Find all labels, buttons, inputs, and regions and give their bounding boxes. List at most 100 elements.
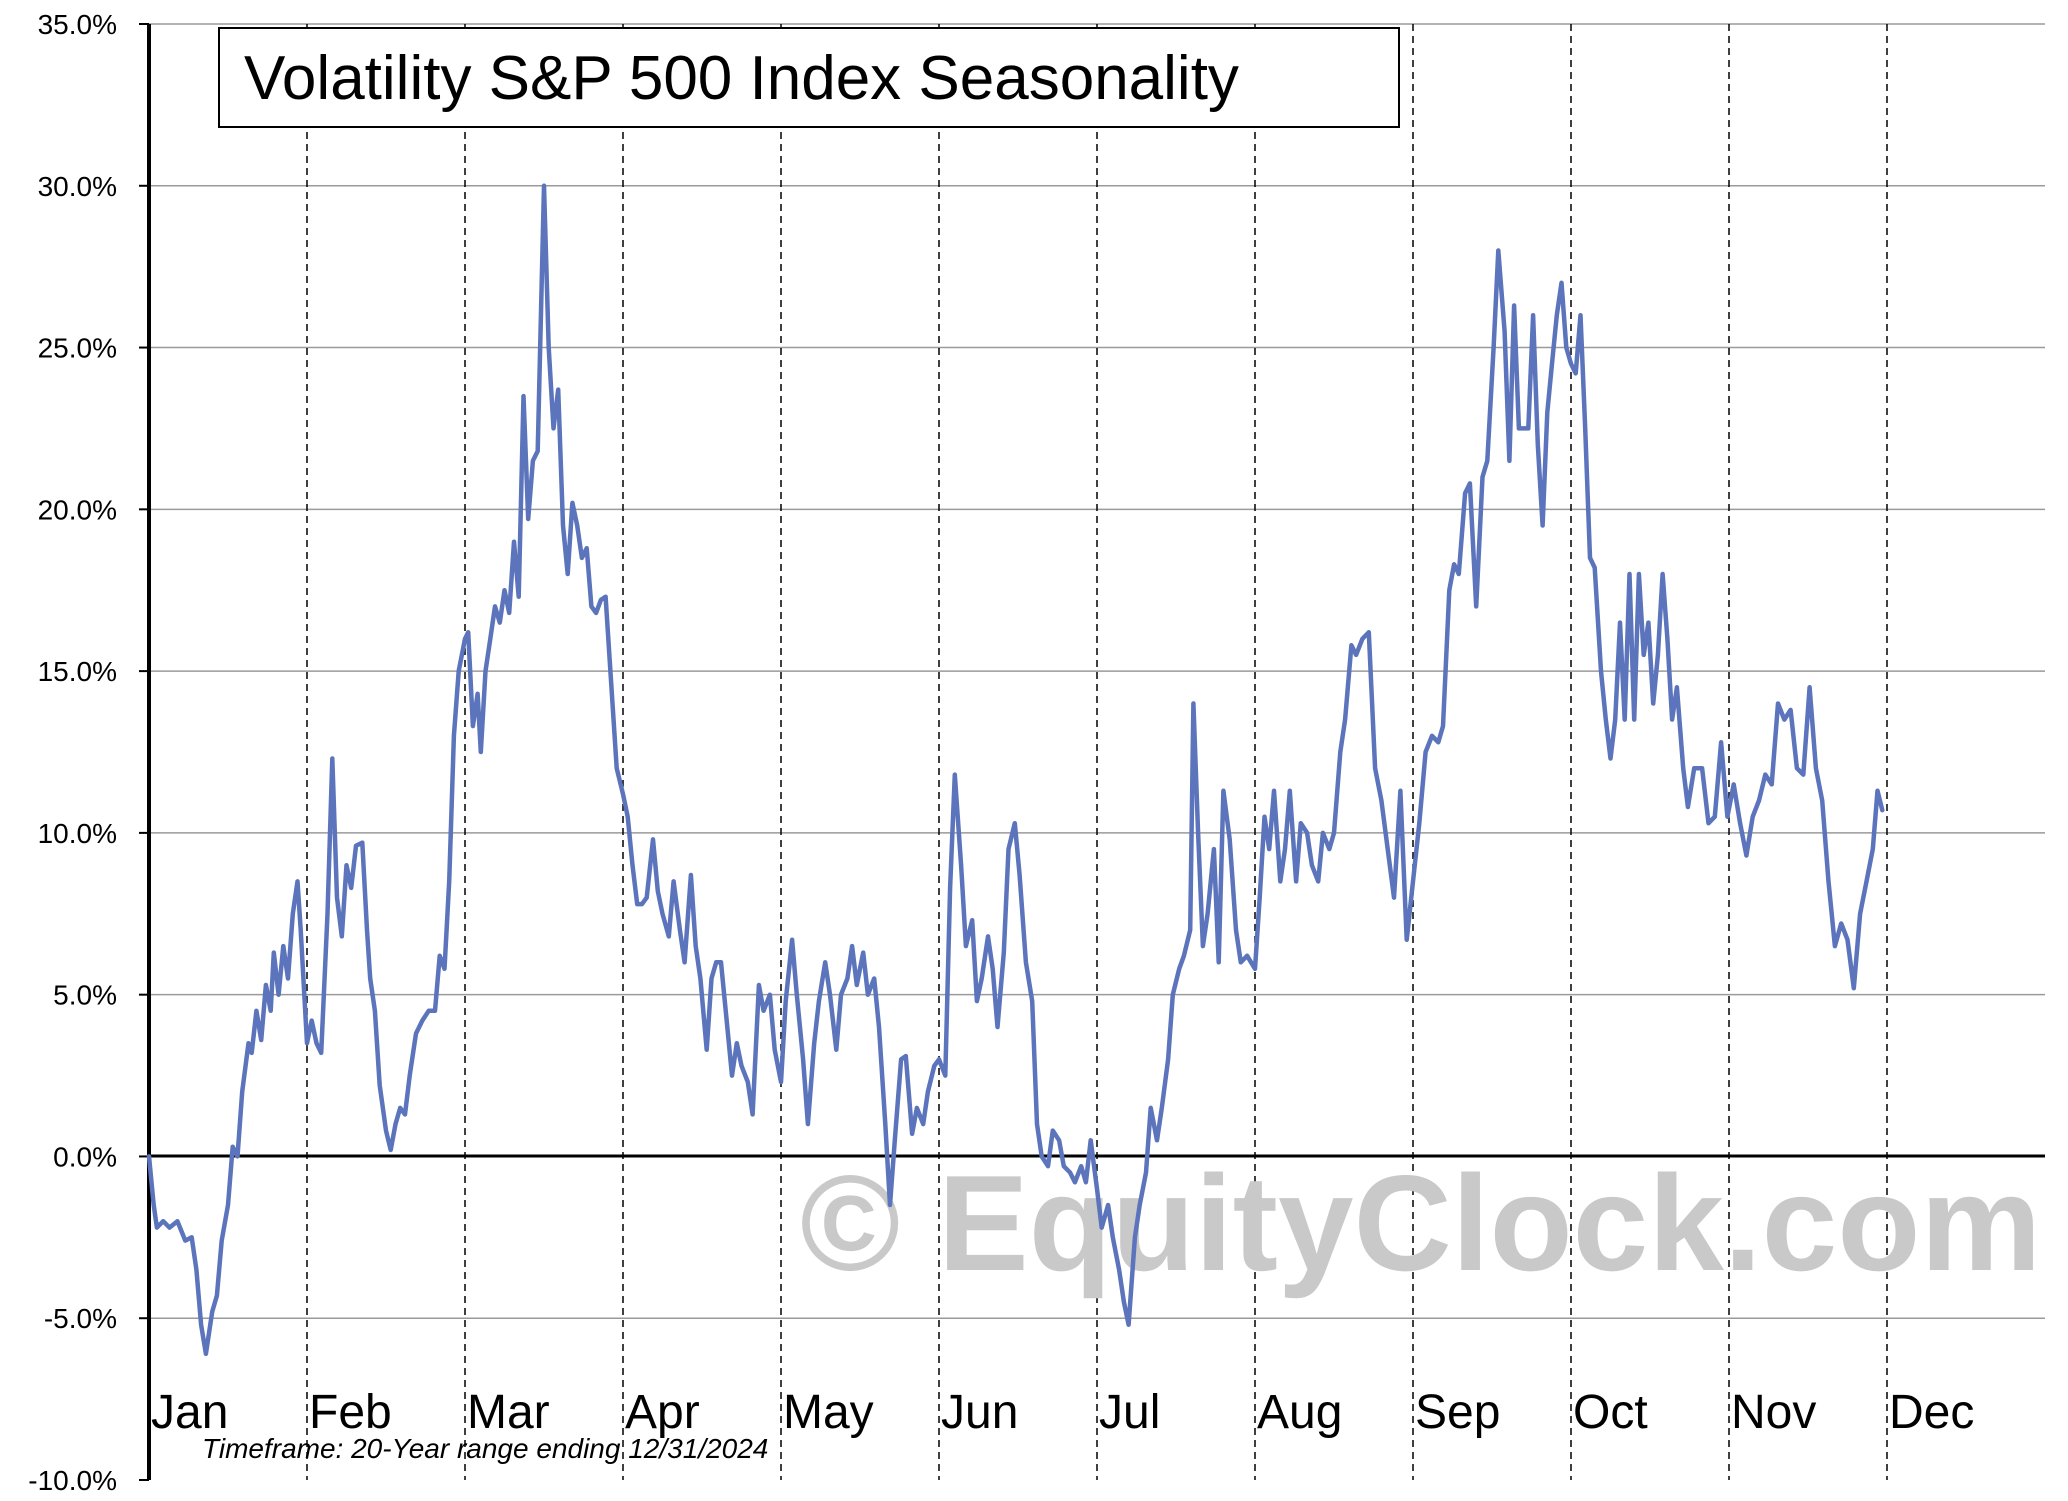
data-point xyxy=(1178,968,1180,970)
data-point xyxy=(543,185,545,187)
data-point xyxy=(399,1107,402,1109)
data-point xyxy=(1322,832,1324,834)
data-point xyxy=(824,961,826,964)
data-point xyxy=(1167,1058,1169,1061)
data-point xyxy=(517,595,520,598)
data-point xyxy=(1758,799,1760,802)
data-point xyxy=(818,1000,820,1002)
data-point xyxy=(802,1058,804,1061)
data-point xyxy=(991,968,994,970)
data-point xyxy=(1273,790,1275,792)
data-point xyxy=(1666,638,1669,640)
data-point xyxy=(1344,718,1346,721)
data-point xyxy=(1565,346,1568,349)
data-point xyxy=(1751,815,1754,818)
data-point xyxy=(236,1155,239,1158)
data-point xyxy=(385,1129,387,1132)
data-point xyxy=(1732,783,1735,786)
data-point xyxy=(306,1042,308,1044)
data-point xyxy=(922,1123,924,1125)
y-tick-label: 35.0% xyxy=(38,9,117,40)
data-point xyxy=(873,977,875,980)
data-point xyxy=(1714,815,1716,818)
data-point xyxy=(1503,330,1506,333)
data-point xyxy=(980,977,983,980)
data-point xyxy=(1361,638,1364,640)
data-point xyxy=(265,984,267,986)
data-point xyxy=(1279,880,1282,883)
data-point xyxy=(1183,955,1185,957)
data-point xyxy=(269,1010,272,1012)
data-point xyxy=(1551,362,1553,365)
data-point xyxy=(299,929,302,931)
data-point xyxy=(345,864,348,866)
data-point xyxy=(282,945,285,947)
data-point xyxy=(467,631,470,634)
data-point xyxy=(720,961,722,964)
data-point xyxy=(1614,718,1616,721)
data-point xyxy=(938,1058,940,1061)
data-point xyxy=(1720,741,1722,744)
data-point xyxy=(1458,573,1460,575)
watermark: © EquityClock.com xyxy=(800,1147,2041,1299)
data-point xyxy=(320,1052,323,1054)
data-point xyxy=(600,599,602,601)
data-point xyxy=(1513,304,1515,307)
x-tick-label: Jul xyxy=(1099,1386,1160,1439)
data-point xyxy=(1541,524,1544,527)
data-point xyxy=(247,1042,250,1044)
data-point xyxy=(1726,815,1729,818)
data-point xyxy=(1311,864,1313,866)
data-point xyxy=(1834,945,1836,947)
data-point xyxy=(631,864,634,866)
data-point xyxy=(361,841,364,844)
data-point xyxy=(1522,427,1525,430)
data-point xyxy=(532,460,534,462)
data-point xyxy=(1821,799,1823,802)
data-point xyxy=(1254,968,1256,970)
data-point xyxy=(715,961,717,964)
y-tick-label: 25.0% xyxy=(38,333,117,364)
data-point xyxy=(1355,654,1357,656)
data-point xyxy=(536,450,539,452)
data-point xyxy=(807,1123,809,1125)
data-point xyxy=(476,693,479,695)
data-point xyxy=(508,612,511,614)
data-point xyxy=(200,1323,202,1326)
data-point xyxy=(350,887,353,889)
data-point xyxy=(152,1204,155,1206)
data-point xyxy=(1609,757,1612,760)
data-point xyxy=(378,1084,381,1087)
data-point xyxy=(231,1145,234,1148)
data-point xyxy=(1437,741,1440,744)
data-point xyxy=(453,735,455,737)
data-point xyxy=(434,1010,436,1012)
data-point xyxy=(835,1048,838,1051)
data-point xyxy=(1492,346,1495,349)
data-point xyxy=(1537,443,1539,446)
chart-title: Volatility S&P 500 Index Seasonality xyxy=(244,44,1239,113)
data-point xyxy=(1399,790,1402,792)
data-point xyxy=(900,1058,902,1061)
data-point xyxy=(527,518,529,520)
data-point xyxy=(404,1113,406,1116)
data-point xyxy=(457,670,460,672)
data-point xyxy=(1118,1268,1120,1271)
data-point xyxy=(1469,482,1471,485)
data-point xyxy=(310,1019,313,1022)
data-point xyxy=(1123,1301,1125,1303)
data-point xyxy=(1328,848,1331,850)
data-point xyxy=(661,913,664,915)
data-point xyxy=(911,1133,913,1135)
data-point xyxy=(615,767,618,769)
data-point xyxy=(1589,557,1591,559)
data-point xyxy=(1138,1204,1141,1206)
data-point xyxy=(1036,1123,1038,1125)
data-point xyxy=(1693,767,1695,769)
x-tick-label: Mar xyxy=(467,1386,550,1439)
x-tick-label: Nov xyxy=(1731,1386,1816,1439)
data-point xyxy=(296,880,299,883)
y-tick-label: 5.0% xyxy=(53,980,117,1011)
data-point xyxy=(747,1081,749,1083)
data-point xyxy=(1240,961,1242,964)
